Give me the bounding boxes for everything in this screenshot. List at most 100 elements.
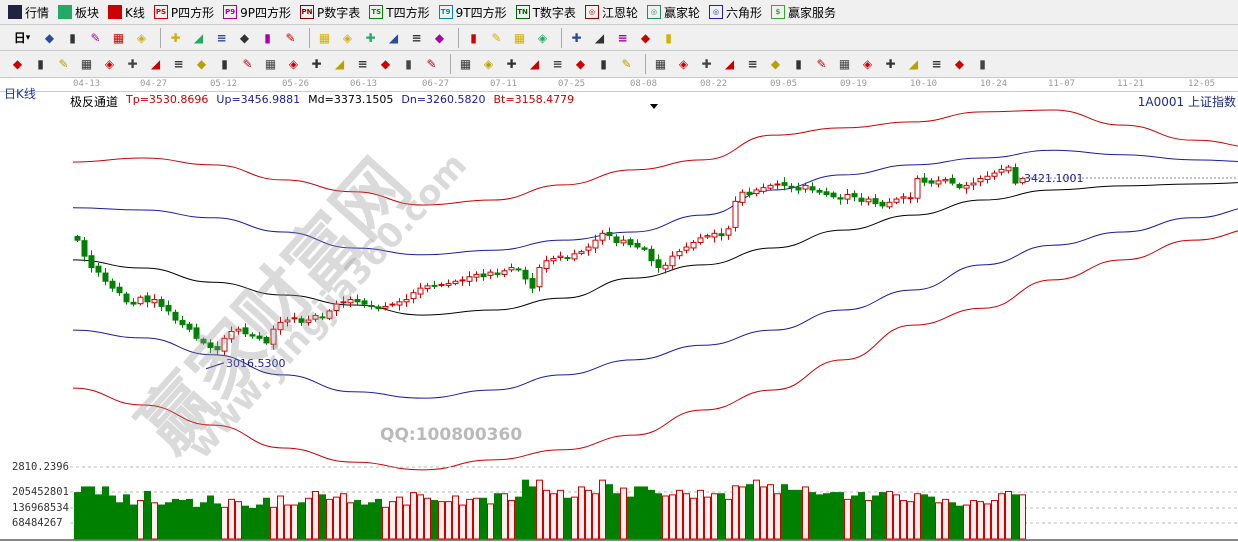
wave-icon[interactable]: ✎: [816, 57, 827, 71]
menu-item-p9[interactable]: P9 9P四方形: [223, 4, 291, 21]
pct2-icon[interactable]: ◢: [724, 57, 735, 71]
volume-bar: [543, 489, 550, 540]
fan-icon[interactable]: ✎: [242, 57, 253, 71]
menu-item-ts[interactable]: TS T四方形: [369, 4, 430, 21]
grid-icon[interactable]: ◆: [196, 57, 207, 71]
fan2-icon[interactable]: ◈: [483, 57, 494, 71]
expand-icon[interactable]: ✚: [365, 30, 376, 45]
prev-icon[interactable]: ▮: [264, 30, 271, 45]
volume-bar: [221, 506, 228, 540]
circle-icon[interactable]: ≡: [173, 57, 184, 71]
book-icon[interactable]: ◆: [44, 30, 55, 45]
n2-icon[interactable]: ▮: [221, 57, 228, 71]
volume-bar: [473, 497, 480, 540]
menu-item-t9[interactable]: T9 9T四方形: [438, 4, 507, 21]
zigzag-icon[interactable]: ◆: [575, 57, 586, 71]
ladder-icon[interactable]: ▦: [459, 57, 472, 71]
network-icon[interactable]: ◆: [640, 30, 651, 45]
next-icon[interactable]: ✎: [285, 30, 296, 45]
f-icon[interactable]: ◈: [104, 57, 115, 71]
volume-bar: [907, 501, 914, 540]
ruler-icon[interactable]: ◢: [150, 57, 161, 71]
menu-item-kline[interactable]: K线: [108, 4, 145, 21]
volume-bar: [970, 500, 977, 540]
crosshair-icon[interactable]: ✎: [491, 30, 502, 45]
menu-item-dollar[interactable]: $ 赢家服务: [770, 4, 836, 21]
pen-icon[interactable]: ◆: [12, 57, 23, 71]
hatch-icon[interactable]: ✚: [506, 57, 517, 71]
percent-icon[interactable]: ✚: [701, 57, 712, 71]
arrow-left-icon[interactable]: ▦: [318, 30, 331, 45]
k3-icon[interactable]: ✎: [90, 30, 101, 45]
volume-bar: [515, 496, 522, 540]
period-select[interactable]: 日 ▾: [8, 28, 36, 47]
angle-icon[interactable]: ≡: [552, 57, 563, 71]
notes-icon[interactable]: ▮: [69, 30, 76, 45]
candle: [494, 272, 501, 275]
flag-icon[interactable]: ◢: [193, 30, 204, 45]
calculator-icon[interactable]: ◢: [594, 30, 605, 45]
volume-bar: [235, 501, 242, 540]
menu-item-pn[interactable]: PN P数字表: [300, 4, 360, 21]
arrow-right-icon[interactable]: ◈: [342, 30, 353, 45]
cloud-icon[interactable]: ◈: [537, 30, 548, 45]
volume-bar: [179, 500, 186, 540]
menu-item-tn[interactable]: TN T数字表: [515, 4, 576, 21]
menu-item-gann-wheel[interactable]: ◎ 江恩轮: [584, 4, 638, 21]
j-icon[interactable]: ◈: [862, 57, 873, 71]
k9-icon[interactable]: ▦: [112, 30, 125, 45]
spiral-icon[interactable]: ✚: [127, 57, 138, 71]
si-icon[interactable]: ▮: [979, 57, 986, 71]
hash-icon[interactable]: ▮: [37, 57, 44, 71]
first-icon[interactable]: ≡: [216, 30, 227, 45]
zoom-in-icon[interactable]: ≡: [411, 30, 422, 45]
menu-item-hexagon[interactable]: ◎ 六角形: [708, 4, 762, 21]
line2-icon[interactable]: ◢: [334, 57, 345, 71]
candle-icon[interactable]: ◈: [136, 30, 147, 45]
zoom-out-icon[interactable]: ◆: [434, 30, 445, 45]
ji-icon[interactable]: ✚: [170, 30, 181, 45]
shen2-icon[interactable]: ≡: [931, 57, 942, 71]
candle: [767, 184, 774, 189]
lines-icon[interactable]: ✎: [621, 57, 632, 71]
shrink-icon[interactable]: ◢: [388, 30, 399, 45]
gold-lines-icon[interactable]: ◆: [770, 57, 781, 71]
jin2-icon[interactable]: ◢: [908, 57, 919, 71]
menu-item-blocks[interactable]: 板块: [58, 4, 99, 21]
ying-icon[interactable]: ◆: [380, 57, 391, 71]
target-icon[interactable]: ▦: [264, 57, 277, 71]
save-icon[interactable]: ≡: [617, 30, 628, 45]
pencil2-icon[interactable]: ▮: [795, 57, 802, 71]
menu-item-ps[interactable]: PS P四方形: [153, 4, 214, 21]
calendar-icon[interactable]: ✚: [571, 30, 582, 45]
gold2-icon[interactable]: ▦: [80, 57, 93, 71]
measure-icon[interactable]: ✎: [426, 57, 437, 71]
hand-icon[interactable]: ▮: [470, 30, 477, 45]
star-icon[interactable]: ◈: [288, 57, 299, 71]
box123-icon[interactable]: ▮: [405, 57, 412, 71]
volume-bar: [522, 479, 529, 540]
candle: [242, 327, 249, 335]
print-icon[interactable]: ▮: [665, 30, 672, 45]
menu-item-grid[interactable]: 行情: [8, 4, 49, 21]
jin-icon[interactable]: ▦: [838, 57, 851, 71]
ying2-icon[interactable]: ◆: [954, 57, 965, 71]
table-icon[interactable]: ▮: [600, 57, 607, 71]
gold1-icon[interactable]: ✎: [58, 57, 69, 71]
gold-circle-icon[interactable]: ≡: [747, 57, 758, 71]
volume-bar: [501, 493, 508, 540]
line-icon[interactable]: ▦: [513, 30, 526, 45]
menu-item-winner-wheel[interactable]: ◎ 赢家轮: [646, 4, 700, 21]
shen-icon[interactable]: ≡: [357, 57, 368, 71]
square-icon[interactable]: ✚: [311, 57, 322, 71]
last-icon[interactable]: ◆: [239, 30, 250, 45]
volume-bar: [984, 503, 991, 540]
hatch2-icon[interactable]: ◢: [529, 57, 540, 71]
grid-icon: [8, 5, 22, 19]
pct1-icon[interactable]: ◈: [678, 57, 689, 71]
candle: [620, 239, 627, 244]
bars-icon[interactable]: ▦: [654, 57, 667, 71]
f2-icon[interactable]: ✚: [885, 57, 896, 71]
volume-bar: [704, 496, 711, 540]
